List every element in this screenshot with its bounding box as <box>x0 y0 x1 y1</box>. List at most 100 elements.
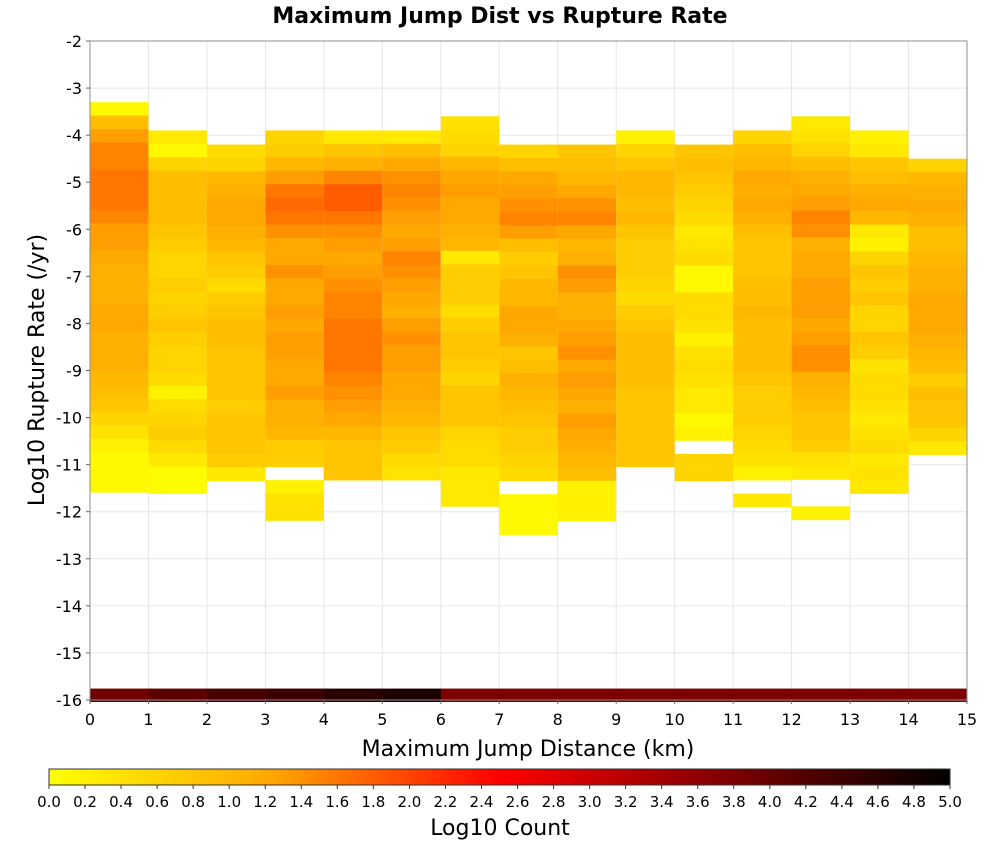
heatmap-cell <box>557 252 617 266</box>
heatmap-cell <box>323 157 383 172</box>
heatmap-cell <box>791 304 851 319</box>
heatmap-cell <box>908 212 967 227</box>
heatmap-cell <box>499 319 558 334</box>
heatmap-cell <box>323 412 383 427</box>
heatmap-cell <box>908 414 967 429</box>
heatmap-cell <box>616 211 675 225</box>
heatmap-cell <box>733 197 792 212</box>
heatmap-cell <box>382 251 441 266</box>
heatmap-cell <box>557 332 617 347</box>
heatmap-cell <box>323 143 383 158</box>
heatmap-cell <box>323 278 383 293</box>
heatmap-cell <box>499 373 558 388</box>
heatmap-cell <box>440 223 500 238</box>
heatmap-cell <box>616 426 675 441</box>
heatmap-cell <box>265 372 324 387</box>
heatmap-cell <box>440 264 500 279</box>
heatmap-cell <box>850 184 909 199</box>
heatmap-cell <box>850 688 909 703</box>
heatmap-cell <box>499 521 558 535</box>
heatmap-cell <box>206 265 266 280</box>
heatmap-cell <box>850 412 909 427</box>
colorbar-tick-label: 0.4 <box>109 793 133 811</box>
heatmap-cell <box>90 398 149 412</box>
heatmap-cell <box>206 413 266 428</box>
heatmap-cell <box>323 224 383 239</box>
heatmap-cell <box>90 169 149 184</box>
heatmap-cell <box>265 506 324 521</box>
heatmap-cell <box>850 291 909 306</box>
heatmap-cell <box>382 399 441 414</box>
y-tick-label: -7 <box>66 267 82 286</box>
heatmap-cell <box>90 263 149 278</box>
y-tick-label: -15 <box>56 644 82 663</box>
heatmap-cell <box>499 400 558 414</box>
heatmap-cell <box>557 467 617 482</box>
x-tick-label: 5 <box>377 710 387 729</box>
heatmap-cell <box>148 412 207 427</box>
heatmap-cell <box>674 225 734 240</box>
heatmap-cell <box>148 211 207 225</box>
heatmap-cell <box>499 158 558 172</box>
heatmap-cell <box>206 184 266 199</box>
heatmap-cell <box>850 170 909 185</box>
heatmap-cell <box>791 129 851 144</box>
heatmap-cell <box>850 453 909 468</box>
x-tick-label: 2 <box>202 710 212 729</box>
heatmap-cell <box>206 440 266 455</box>
heatmap-cell <box>265 264 324 279</box>
heatmap-cell <box>908 400 967 415</box>
heatmap-cell <box>382 359 441 373</box>
heatmap-cell <box>323 466 383 481</box>
heatmap-cell <box>499 211 558 226</box>
heatmap-cell <box>557 359 617 374</box>
heatmap-cell <box>323 399 383 414</box>
heatmap-cell <box>850 480 909 494</box>
heatmap-cell <box>557 279 617 293</box>
heatmap-cell <box>206 400 266 414</box>
heatmap-cell <box>382 385 441 400</box>
heatmap-cell <box>440 385 500 400</box>
heatmap-cell <box>557 305 617 320</box>
x-axis-ticks: 0 1 2 3 4 5 6 7 8 9 10 11 12 13 14 15 <box>85 700 977 729</box>
heatmap-cell <box>206 453 266 468</box>
colorbar-tick-label: 4.6 <box>866 793 890 811</box>
heatmap-cell <box>90 330 149 345</box>
heatmap-cell <box>908 293 967 308</box>
colorbar-tick-label: 4.8 <box>902 793 926 811</box>
heatmap-cell <box>148 345 207 360</box>
heatmap-cell <box>206 292 266 307</box>
heatmap-cell <box>206 346 266 361</box>
heatmap-cell <box>791 318 851 332</box>
heatmap-cell <box>557 688 617 703</box>
heatmap-cell <box>850 251 909 266</box>
heatmap-cell <box>440 425 500 440</box>
heatmap-cell <box>791 223 851 238</box>
heatmap-cell <box>148 480 207 494</box>
heatmap-cell <box>674 413 734 428</box>
heatmap-cell <box>499 238 558 253</box>
heatmap-cell <box>265 332 324 347</box>
heatmap-cell <box>206 144 266 159</box>
x-tick-label: 13 <box>840 710 860 729</box>
heatmap-cell <box>908 225 967 240</box>
heatmap-cell <box>674 305 734 320</box>
heatmap-cell <box>265 130 324 145</box>
heatmap-cell <box>791 439 851 453</box>
heatmap-cell <box>733 291 792 306</box>
heatmap-cell <box>733 211 792 225</box>
heatmap-cell <box>499 386 558 401</box>
heatmap-cell <box>265 359 324 373</box>
heatmap-cell <box>265 385 324 400</box>
heatmap-cell <box>323 318 383 333</box>
heatmap-cell <box>499 359 558 374</box>
y-tick-label: -14 <box>56 597 82 616</box>
heatmap-cell <box>674 171 734 186</box>
heatmap-cell <box>148 157 207 172</box>
heatmap-cell <box>850 143 909 158</box>
heatmap-cell <box>733 278 792 293</box>
heatmap-cell <box>90 465 149 480</box>
heatmap-cell <box>908 387 967 402</box>
heatmap-cell <box>616 385 675 400</box>
heatmap-cell <box>206 238 266 253</box>
